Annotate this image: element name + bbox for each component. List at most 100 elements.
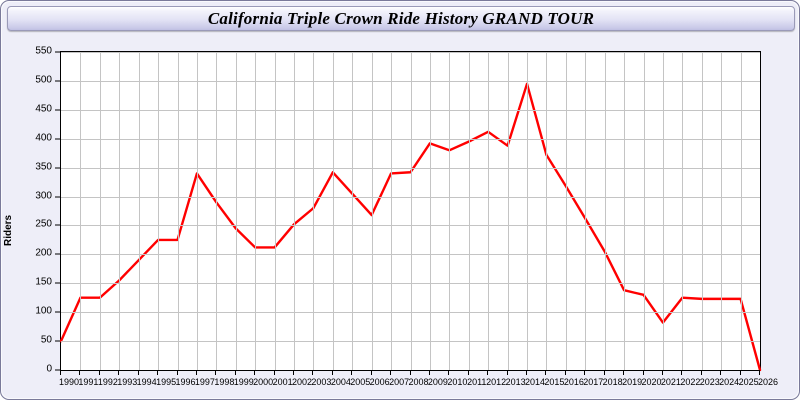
y-axis-tick-mark bbox=[55, 167, 60, 169]
x-axis-tick-mark bbox=[273, 370, 275, 375]
gridline-vertical bbox=[177, 52, 179, 370]
y-axis-tick-label: 400 bbox=[35, 132, 52, 144]
x-axis-tick-mark bbox=[545, 370, 547, 375]
x-axis-tick-mark bbox=[254, 370, 256, 375]
plot-region bbox=[59, 51, 762, 372]
y-axis-tick-label: 250 bbox=[35, 218, 52, 230]
gridline-vertical bbox=[119, 52, 121, 370]
y-axis-tick-mark bbox=[55, 80, 60, 82]
gridline-vertical bbox=[449, 52, 451, 370]
x-axis-tick-mark bbox=[603, 370, 605, 375]
gridline-vertical bbox=[488, 52, 490, 370]
x-axis-tick-label: 2007 bbox=[389, 377, 410, 387]
x-axis-tick-label: 1993 bbox=[117, 377, 138, 387]
chart-title: California Triple Crown Ride History GRA… bbox=[207, 8, 595, 28]
x-axis-tick-mark bbox=[351, 370, 353, 375]
x-axis-tick-label: 2004 bbox=[330, 377, 351, 387]
x-axis-tick-mark bbox=[759, 370, 760, 375]
gridline-vertical bbox=[158, 52, 160, 370]
y-axis-tick-label: 450 bbox=[35, 103, 52, 115]
x-axis-tick-label: 1995 bbox=[156, 377, 177, 387]
x-axis-tick-label: 2017 bbox=[583, 377, 604, 387]
gridline-vertical bbox=[429, 52, 431, 370]
gridline-vertical bbox=[235, 52, 237, 370]
gridline-vertical bbox=[643, 52, 645, 370]
gridline-vertical bbox=[507, 52, 509, 370]
x-axis-tick-mark bbox=[428, 370, 430, 375]
gridline-vertical bbox=[701, 52, 703, 370]
x-axis-tick-label: 2013 bbox=[505, 377, 526, 387]
gridline-vertical bbox=[352, 52, 354, 370]
x-axis-tick-mark bbox=[467, 370, 469, 375]
x-axis-tick-mark bbox=[584, 370, 586, 375]
gridline-vertical bbox=[80, 52, 82, 370]
x-axis-tick-mark bbox=[370, 370, 372, 375]
gridline-vertical bbox=[196, 52, 198, 370]
gridline-vertical bbox=[371, 52, 373, 370]
gridline-vertical bbox=[740, 52, 742, 370]
y-axis-tick-mark bbox=[55, 282, 60, 284]
gridline-vertical bbox=[604, 52, 606, 370]
x-axis-tick-mark bbox=[137, 370, 139, 375]
x-axis-tick-label: 2005 bbox=[350, 377, 371, 387]
gridline-vertical bbox=[99, 52, 101, 370]
x-axis-tick-label: 1992 bbox=[97, 377, 118, 387]
x-axis-tick-label: 2003 bbox=[311, 377, 332, 387]
x-axis-tick-label: 1991 bbox=[78, 377, 99, 387]
y-axis-tick-label: 350 bbox=[35, 161, 52, 173]
x-axis-tick-mark bbox=[506, 370, 508, 375]
x-axis-tick-mark bbox=[448, 370, 450, 375]
x-axis-tick-mark bbox=[293, 370, 294, 375]
x-axis-tick-label: 2018 bbox=[602, 377, 623, 387]
x-axis-tick-label: 2019 bbox=[622, 377, 643, 387]
x-axis-tick-label: 2024 bbox=[719, 377, 740, 387]
x-axis-tick-mark bbox=[700, 370, 702, 375]
gridline-vertical bbox=[721, 52, 723, 370]
y-axis-tick-label: 550 bbox=[35, 45, 52, 57]
x-axis-tick-mark bbox=[118, 370, 120, 375]
x-axis-tick-label: 2006 bbox=[369, 377, 390, 387]
x-axis-tick-label: 2001 bbox=[272, 377, 293, 387]
y-axis-tick-mark bbox=[55, 224, 60, 226]
x-axis-tick-mark bbox=[526, 370, 527, 375]
gridline-vertical bbox=[313, 52, 315, 370]
y-axis-tick-label: 0 bbox=[46, 363, 52, 375]
gridline-vertical bbox=[294, 52, 295, 370]
gridline-vertical bbox=[216, 52, 218, 370]
x-axis-tick-label: 2020 bbox=[641, 377, 662, 387]
x-axis-tick-label: 2008 bbox=[408, 377, 429, 387]
gridline-vertical bbox=[565, 52, 567, 370]
window-title-bar: California Triple Crown Ride History GRA… bbox=[7, 6, 795, 31]
x-axis-tick-label: 2000 bbox=[253, 377, 274, 387]
x-axis-tick-mark bbox=[234, 370, 236, 375]
x-axis-tick-label: 2011 bbox=[467, 377, 487, 387]
gridline-vertical bbox=[332, 52, 334, 370]
x-axis-tick-label: 1999 bbox=[233, 377, 254, 387]
x-axis-tick-label: 2026 bbox=[757, 377, 779, 387]
y-axis-tick-mark bbox=[55, 196, 60, 198]
gridline-vertical bbox=[662, 52, 664, 370]
gridline-vertical bbox=[274, 52, 276, 370]
x-axis-tick-label: 1998 bbox=[214, 377, 235, 387]
x-axis-tick-label: 1994 bbox=[136, 377, 157, 387]
x-axis-tick-mark bbox=[79, 370, 81, 375]
y-axis-tick-mark bbox=[55, 311, 60, 313]
y-axis-tick-mark bbox=[55, 369, 60, 371]
x-axis-tick-label: 1997 bbox=[194, 377, 215, 387]
x-axis-tick-mark bbox=[195, 370, 197, 375]
x-axis-tick-label: 2016 bbox=[563, 377, 584, 387]
x-axis-tick-mark bbox=[98, 370, 100, 375]
y-axis-tick-mark bbox=[55, 138, 60, 140]
axes-layer: 0 50 100 150 200 250 300 350 400 450 500 550 1990 199… bbox=[1, 35, 799, 399]
x-axis-tick-label: 2015 bbox=[544, 377, 565, 387]
y-axis-tick-mark bbox=[55, 340, 60, 342]
gridline-vertical bbox=[138, 52, 140, 370]
x-axis-tick-label: 1996 bbox=[175, 377, 196, 387]
gridline-vertical bbox=[255, 52, 257, 370]
x-axis-tick-mark bbox=[681, 370, 683, 375]
x-axis-tick-mark bbox=[409, 370, 411, 375]
x-axis-tick-label: 2025 bbox=[738, 377, 759, 387]
x-axis-tick-label: 2002 bbox=[291, 377, 313, 387]
x-axis-tick-mark bbox=[487, 370, 489, 375]
